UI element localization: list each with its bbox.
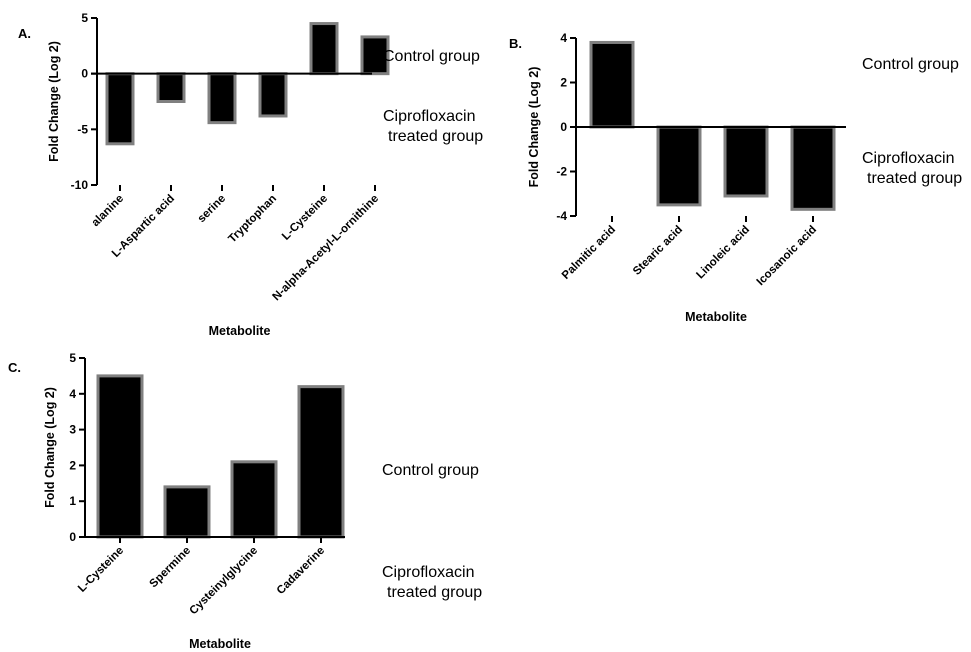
bar-alanine	[105, 72, 135, 146]
y-axis-title: Fold Change (Log 2)	[47, 41, 61, 162]
bar-serine	[207, 72, 237, 125]
y-tick-label: 4	[560, 31, 567, 45]
y-tick-label: 3	[69, 423, 76, 437]
control-group-label: Control group	[862, 56, 959, 73]
bar-stearic-acid	[656, 125, 702, 207]
y-tick-label: 2	[560, 76, 567, 90]
x-tick-label: L-Cysteine	[76, 545, 126, 595]
bar-icosanoic-acid	[790, 125, 836, 211]
panel-label: B.	[509, 36, 522, 51]
x-axis-title: Metabolite	[189, 637, 251, 651]
treated-group-label: Ciprofloxacin	[382, 564, 474, 581]
x-axis-title: Metabolite	[209, 324, 271, 338]
x-tick-label: Cysteinylglycine	[187, 545, 260, 618]
control-group-label: Control group	[382, 462, 479, 479]
bar-l-cysteine	[309, 22, 339, 76]
panel-label: A.	[18, 26, 31, 41]
y-tick-label: -2	[556, 165, 567, 179]
x-tick-label: Spermine	[148, 545, 194, 591]
x-tick-label: L-Cysteine	[280, 193, 330, 243]
y-tick-label: 5	[81, 11, 88, 25]
panel-label: C.	[8, 360, 21, 375]
y-tick-label: -5	[77, 122, 88, 136]
bar-n-alpha-acetyl-l-ornithine	[360, 35, 390, 76]
y-tick-label: 2	[69, 458, 76, 472]
chart-panel-2: B. -4 -2 0 2 4 Palmitic acid Stearic acid Linole…	[509, 31, 962, 324]
y-axis-title: Fold Change (Log 2)	[527, 67, 541, 188]
y-tick-label: 5	[69, 351, 76, 365]
y-tick-label: 4	[69, 387, 76, 401]
y-tick-label: -4	[556, 209, 567, 223]
treated-group-label: Ciprofloxacin	[862, 150, 954, 167]
bar-l-aspartic-acid	[156, 72, 186, 103]
x-tick-label: Stearic acid	[631, 224, 685, 278]
bar-cadaverine	[297, 385, 345, 539]
bar-cysteinylglycine	[230, 460, 278, 539]
treated-group-label: treated group	[867, 170, 962, 187]
x-tick-label: Cadaverine	[275, 545, 327, 597]
x-tick-label: N-alpha-Acetyl-L-ornithine	[271, 193, 382, 304]
y-tick-label: 0	[560, 120, 567, 134]
control-group-label: Control group	[383, 48, 480, 65]
chart-panel-3: C. 0 1 2 3 4 5 L-Cysteine SpermineCysteinylglyci…	[8, 351, 482, 651]
bar-palmitic-acid	[589, 40, 635, 129]
y-axis-title: Fold Change (Log 2)	[43, 387, 57, 508]
treated-group-label: treated group	[387, 584, 482, 601]
bar-spermine	[163, 485, 211, 539]
y-tick-label: 0	[69, 530, 76, 544]
y-tick-label: -10	[71, 178, 89, 192]
treated-group-label: Ciprofloxacin	[383, 108, 475, 125]
y-tick-label: 1	[69, 494, 76, 508]
bar-tryptophan	[258, 72, 288, 118]
x-tick-label: serine	[196, 193, 228, 225]
x-tick-label: Palmitic acid	[560, 224, 618, 282]
treated-group-label: treated group	[388, 128, 483, 145]
x-tick-label: Linoleic acid	[694, 224, 752, 282]
x-tick-label: Tryptophan	[226, 193, 279, 246]
y-tick-label: 0	[81, 67, 88, 81]
bar-l-cysteine	[96, 374, 144, 539]
x-tick-label: alanine	[90, 193, 127, 230]
bar-linoleic-acid	[723, 125, 769, 198]
x-axis-title: Metabolite	[685, 310, 747, 324]
x-tick-label: Icosanoic acid	[755, 224, 820, 289]
